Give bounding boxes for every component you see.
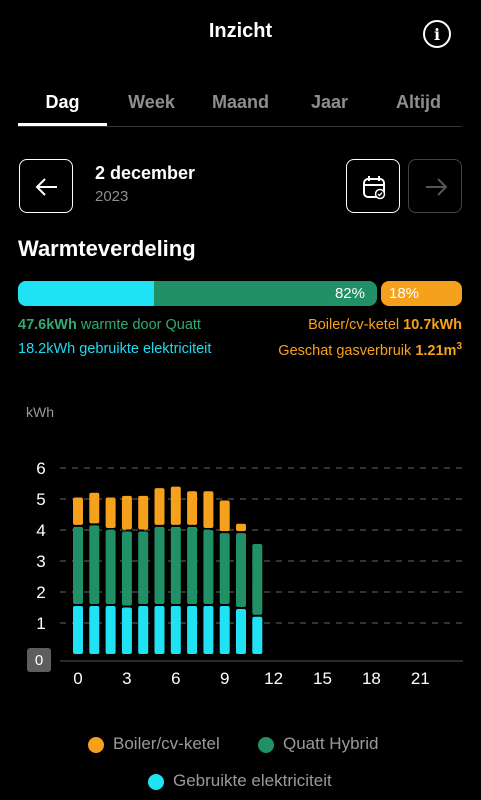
page-title: Inzicht [208,20,273,42]
previous-day-button[interactable] [19,159,73,213]
bar-quatt-hybrid [105,530,116,604]
y-tick-label: 5 [36,490,45,509]
tab-week[interactable]: Week [128,92,175,112]
quatt-heat-value: 47.6kWh [18,317,77,333]
header: Inzicht i [0,0,481,66]
x-tick-label: 6 [171,669,180,688]
bar-boiler [236,523,246,532]
quatt-percent: 82% [334,285,365,302]
legend-label-electricity: Gebruikte elektriciteit [173,771,332,790]
boiler-label: Boiler/cv-ketel [308,317,400,333]
bar-electricity [154,605,165,654]
x-tick-label: 0 [73,669,82,688]
bar-quatt-hybrid [170,526,181,604]
boiler-value: 10.7kWh [403,317,462,333]
calendar-button[interactable] [346,159,400,213]
arrow-right-icon [426,178,448,196]
tab-dag[interactable]: Dag [45,92,80,112]
bar-electricity [89,605,100,654]
x-tick-label: 21 [411,669,430,688]
legend-dot-quatt [258,737,274,753]
bar-boiler [138,495,149,530]
y-tick-label: 4 [36,521,45,540]
bar-boiler [187,491,198,525]
bar-quatt-hybrid [121,531,132,606]
bar-electricity [187,605,198,654]
quatt-heat-stat: 47.6kWh warmte door Quatt [18,317,201,333]
bar-boiler [89,492,100,524]
gas-unit-sup: 3 [456,341,462,352]
date-year: 2023 [95,188,129,205]
tab-jaar[interactable]: Jaar [310,92,349,112]
legend-dot-boiler [88,737,104,753]
bar-electricity [73,605,83,654]
bar-electricity [138,605,149,654]
bar-boiler [219,500,230,532]
bar-boiler [121,495,132,530]
bar-quatt-hybrid [154,526,165,604]
y-tick-zero-badge [27,648,51,672]
bar-quatt-hybrid [89,525,100,604]
bar-electricity [252,616,263,654]
gas-percent: 18% [389,285,420,302]
electricity-stat: 18.2kWh gebruikte elektriciteit [18,341,211,357]
arrow-left-icon [35,178,57,196]
x-tick-label: 3 [122,669,131,688]
gas-label: Geschat gasverbruik [278,342,412,359]
bar-electricity [203,605,214,654]
info-icon[interactable]: i [423,20,451,48]
bar-quatt-hybrid [187,526,198,604]
y-tick-label: 1 [36,614,45,633]
x-tick-label: 12 [264,669,283,688]
bar-quatt-hybrid [73,526,83,604]
x-tick-label: 15 [313,669,332,688]
bar-quatt-hybrid [252,543,263,615]
legend-label-quatt: Quatt Hybrid [283,734,379,753]
gas-value: 1.21m [415,342,457,359]
y-tick-label: 3 [36,552,45,571]
tab-maand[interactable]: Maand [211,92,269,112]
section-title: Warmteverdeling [18,236,196,261]
period-tabs: Dag Week Maand Jaar Altijd [18,86,462,127]
bar-electricity [170,605,181,654]
electricity-share-fill [18,281,155,306]
active-tab-indicator [18,123,107,126]
bar-electricity [121,607,132,654]
bar-boiler [73,497,83,525]
electricity-value: 18.2kWh [18,341,76,357]
y-tick-label: 6 [36,459,45,478]
tab-altijd[interactable]: Altijd [396,92,441,112]
next-day-button[interactable] [408,159,462,213]
x-tick-label: 18 [362,669,381,688]
electricity-label: gebruikte elektriciteit [79,341,212,357]
gas-share-bar: 18% [381,281,462,306]
bar-quatt-hybrid [236,533,246,608]
y-tick-label: 2 [36,583,45,602]
bar-electricity [105,605,116,654]
quatt-share-bar: 82% [18,281,377,306]
y-axis-unit: kWh [26,404,54,420]
bar-electricity [236,609,246,654]
bar-quatt-hybrid [203,530,214,604]
legend-label-boiler: Boiler/cv-ketel [113,734,220,753]
bar-quatt-hybrid [138,531,149,604]
quatt-heat-label: warmte door Quatt [80,317,201,333]
calendar-icon [363,176,386,200]
x-tick-label: 9 [220,669,229,688]
bar-quatt-hybrid [219,533,230,604]
y-tick-label: 0 [35,652,43,669]
bar-boiler [170,486,181,525]
bar-boiler [203,491,214,528]
gas-stat: Geschat gasverbruik 1.21m3 [278,341,462,359]
date-day: 2 december [95,163,196,183]
bar-electricity [219,605,230,654]
legend-dot-electricity [148,774,164,790]
boiler-stat: Boiler/cv-ketel 10.7kWh [308,317,462,333]
bar-boiler [105,497,116,528]
bar-boiler [154,488,165,525]
